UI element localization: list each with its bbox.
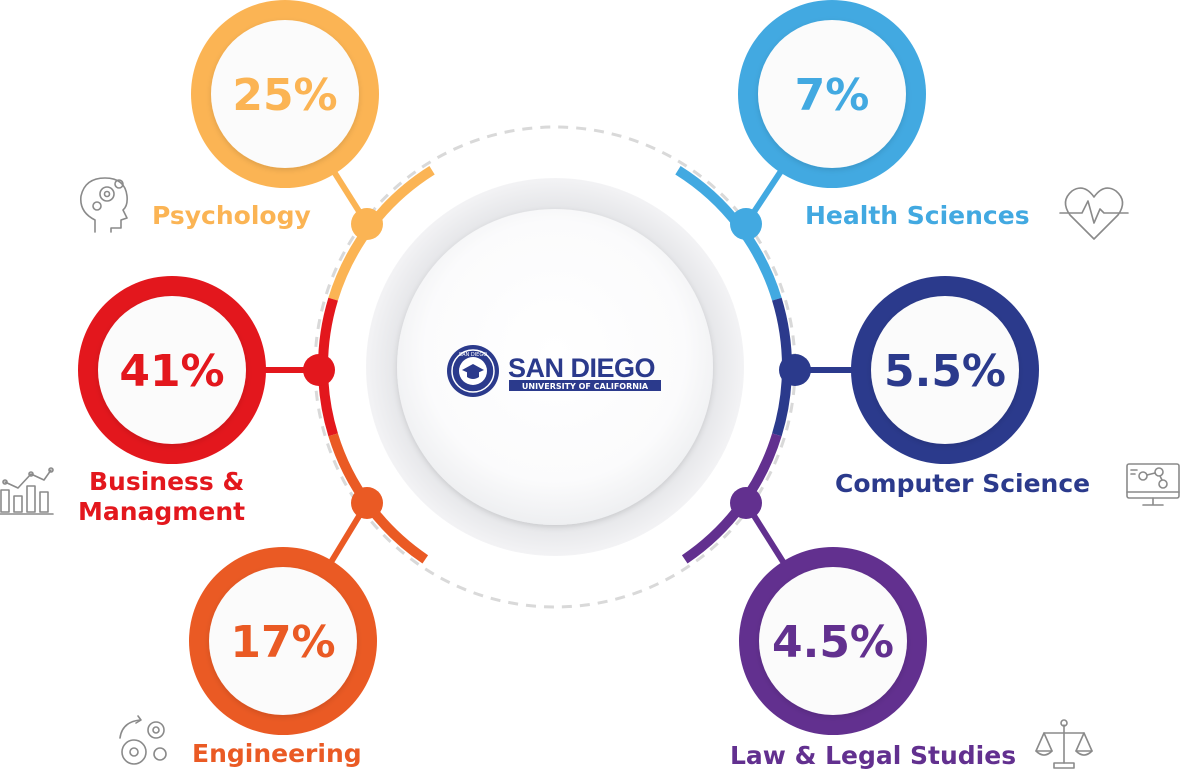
university-logo: SAN DIEGO SAN DIEGO UNIVERSITY OF CALIFO… (447, 345, 661, 397)
connector-node-law (730, 487, 762, 519)
logo-subtitle-bar (509, 380, 661, 391)
bubble-inner-psychology (211, 20, 359, 168)
label-health: Health Sciences (805, 201, 1030, 230)
item-computer: 5.5% (779, 276, 1179, 505)
value-business: 41% (119, 346, 224, 397)
bar-chart-icon (0, 468, 53, 514)
bubble-inner-law (759, 567, 907, 715)
value-psychology: 25% (232, 70, 337, 121)
bubble-inner-business (98, 296, 246, 444)
label-law: Law & Legal Studies (730, 741, 1017, 770)
connector-node-computer (779, 354, 811, 386)
bubble-inner-engineering (209, 567, 357, 715)
label-business-line-1: Business & (89, 467, 245, 496)
item-psychology: 25% (81, 0, 383, 240)
scales-icon (1036, 720, 1092, 768)
item-law: 4.5% (730, 487, 1092, 768)
value-engineering: 17% (230, 617, 335, 668)
label-engineering: Engineering (192, 739, 362, 768)
connector-node-engineering (351, 487, 383, 519)
label-computer: Computer Science (835, 469, 1091, 498)
center-inner-disc (397, 209, 713, 525)
logo-name: SAN DIEGO (508, 353, 655, 383)
label-business: Business & Managment (78, 467, 245, 527)
label-business-line-2: Managment (78, 497, 246, 526)
bubble-inner-computer (871, 296, 1019, 444)
value-computer: 5.5% (884, 346, 1006, 397)
item-health: 7% (730, 0, 1128, 240)
connector-arcs (318, 166, 792, 564)
connector-node-psychology (351, 208, 383, 240)
gears-icon (120, 716, 166, 764)
logo-subtitle: UNIVERSITY OF CALIFORNIA (522, 382, 649, 391)
connector-node-business (303, 354, 335, 386)
logo-seal-text: SAN DIEGO (459, 352, 487, 358)
monitor-network-icon (1127, 464, 1179, 505)
value-health: 7% (795, 70, 870, 121)
item-engineering: 17% (120, 487, 383, 764)
bubble-inner-health (758, 20, 906, 168)
heartbeat-icon (1060, 188, 1128, 239)
value-law: 4.5% (772, 617, 894, 668)
item-business: 41% (0, 276, 335, 514)
head-gears-icon (81, 178, 127, 232)
label-psychology: Psychology (152, 201, 311, 230)
center-badge: SAN DIEGO SAN DIEGO UNIVERSITY OF CALIFO… (366, 178, 744, 556)
connector-node-health (730, 208, 762, 240)
